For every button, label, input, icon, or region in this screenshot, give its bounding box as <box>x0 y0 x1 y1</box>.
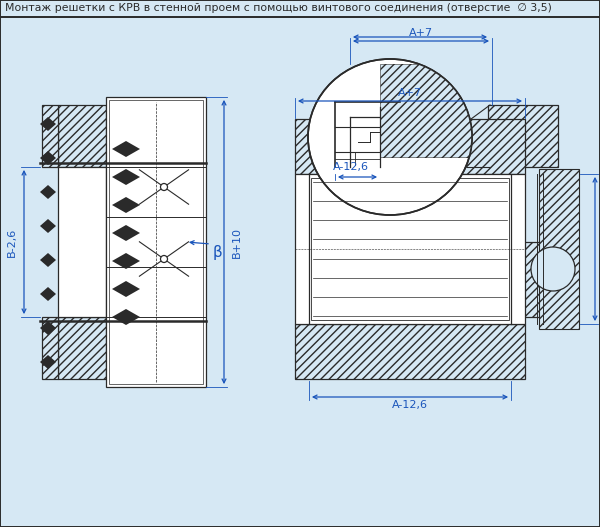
Bar <box>58 317 106 379</box>
Text: β: β <box>213 245 223 259</box>
Polygon shape <box>112 169 140 185</box>
Bar <box>295 119 525 174</box>
Bar <box>488 105 558 167</box>
Polygon shape <box>112 225 140 241</box>
Bar <box>58 105 106 167</box>
Ellipse shape <box>308 59 472 215</box>
Polygon shape <box>112 141 140 157</box>
Text: A+7: A+7 <box>398 88 422 98</box>
Bar <box>311 178 509 320</box>
Bar <box>539 169 579 329</box>
Bar <box>295 324 525 379</box>
Text: A-12,6: A-12,6 <box>392 400 428 410</box>
Text: B-2,6: B-2,6 <box>7 227 17 257</box>
Polygon shape <box>40 219 56 233</box>
Bar <box>109 100 203 384</box>
Bar <box>380 64 472 157</box>
Bar <box>58 167 106 317</box>
Polygon shape <box>40 253 56 267</box>
Circle shape <box>161 256 167 262</box>
Polygon shape <box>112 197 140 213</box>
Polygon shape <box>40 321 56 335</box>
Text: Монтаж решетки с КРВ в стенной проем с помощью винтового соединения (отверстие  : Монтаж решетки с КРВ в стенной проем с п… <box>5 3 552 13</box>
Circle shape <box>161 183 167 190</box>
Polygon shape <box>112 309 140 325</box>
Polygon shape <box>112 253 140 269</box>
Text: A+7: A+7 <box>409 28 433 38</box>
Polygon shape <box>40 185 56 199</box>
Bar <box>106 97 206 387</box>
Bar <box>42 105 58 167</box>
Bar <box>488 242 558 317</box>
Polygon shape <box>112 281 140 297</box>
Polygon shape <box>40 355 56 369</box>
Polygon shape <box>40 287 56 301</box>
Circle shape <box>531 247 575 291</box>
Polygon shape <box>40 151 56 165</box>
Text: B+10: B+10 <box>232 227 242 258</box>
Text: A-12,6: A-12,6 <box>333 162 369 172</box>
Bar <box>295 174 525 324</box>
Polygon shape <box>40 117 56 131</box>
Bar <box>42 317 58 379</box>
